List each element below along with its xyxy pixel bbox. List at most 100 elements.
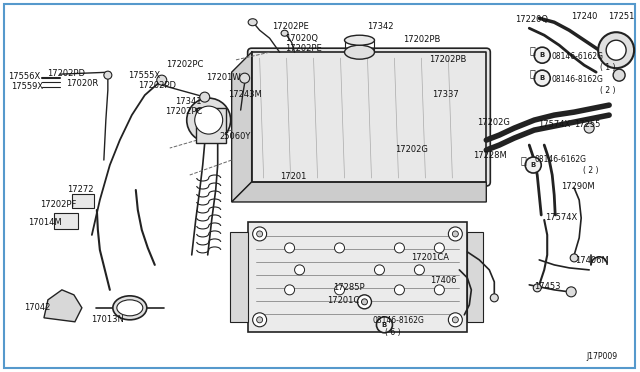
Text: ( 1 ): ( 1 ): [600, 63, 616, 72]
Circle shape: [452, 231, 458, 237]
Text: 17251: 17251: [608, 12, 634, 21]
Text: 17555X: 17555X: [128, 71, 160, 80]
Text: 17202PC: 17202PC: [166, 60, 203, 69]
Circle shape: [200, 92, 210, 102]
Text: B: B: [382, 322, 387, 328]
Text: 17202PE: 17202PE: [285, 44, 321, 53]
Text: 17243M: 17243M: [228, 90, 261, 99]
Text: 17201CA: 17201CA: [412, 253, 449, 262]
Circle shape: [374, 265, 385, 275]
Bar: [467, 232, 483, 322]
Text: 17202PF: 17202PF: [40, 200, 76, 209]
Circle shape: [525, 157, 541, 173]
Text: 17202PE: 17202PE: [271, 22, 308, 31]
Text: 17406M: 17406M: [575, 256, 609, 265]
Circle shape: [435, 285, 444, 295]
Bar: [196, 108, 226, 143]
Circle shape: [104, 71, 112, 79]
Text: 17202G: 17202G: [477, 118, 510, 127]
Text: 17228M: 17228M: [474, 151, 507, 160]
Text: 17020Q: 17020Q: [285, 34, 317, 43]
Text: 17341: 17341: [175, 97, 201, 106]
Circle shape: [566, 287, 576, 297]
Text: 08146-6162G: 08146-6162G: [551, 52, 604, 61]
FancyBboxPatch shape: [248, 48, 490, 186]
Ellipse shape: [117, 300, 143, 316]
Circle shape: [415, 265, 424, 275]
Text: 17559X: 17559X: [11, 82, 43, 91]
Circle shape: [195, 106, 223, 134]
Text: 17342: 17342: [367, 22, 394, 31]
Circle shape: [187, 98, 230, 142]
Ellipse shape: [248, 19, 257, 26]
Text: ( 2 ): ( 2 ): [583, 166, 598, 175]
Circle shape: [570, 254, 578, 262]
Circle shape: [376, 317, 392, 333]
Text: 17220Q: 17220Q: [515, 15, 548, 24]
Text: Ⓑ: Ⓑ: [520, 155, 526, 165]
Circle shape: [253, 313, 267, 327]
Text: ( 6 ): ( 6 ): [385, 328, 401, 337]
Circle shape: [490, 294, 499, 302]
Text: 17290M: 17290M: [561, 182, 595, 191]
Circle shape: [584, 123, 594, 133]
Circle shape: [613, 69, 625, 81]
Circle shape: [285, 243, 294, 253]
Bar: [248, 222, 467, 332]
Text: 17014M: 17014M: [28, 218, 61, 227]
Bar: [230, 232, 248, 322]
Circle shape: [534, 47, 550, 63]
Bar: [72, 194, 94, 208]
Text: 17574X: 17574X: [538, 120, 570, 129]
Circle shape: [606, 40, 626, 60]
Circle shape: [598, 32, 634, 68]
Circle shape: [157, 75, 167, 85]
Circle shape: [335, 243, 344, 253]
Text: 17020R: 17020R: [66, 79, 98, 88]
Text: 25060Y: 25060Y: [220, 132, 251, 141]
Circle shape: [294, 265, 305, 275]
Text: 17202PD: 17202PD: [138, 81, 176, 90]
Text: 17202PB: 17202PB: [403, 35, 441, 44]
Ellipse shape: [344, 35, 374, 45]
Text: 17202PC: 17202PC: [164, 107, 202, 116]
Circle shape: [394, 285, 404, 295]
Text: 17406: 17406: [430, 276, 457, 285]
Circle shape: [435, 243, 444, 253]
Circle shape: [452, 317, 458, 323]
Text: B: B: [531, 162, 536, 168]
Text: 08146-8162G: 08146-8162G: [551, 75, 603, 84]
Text: 17201C: 17201C: [328, 296, 360, 305]
Ellipse shape: [344, 45, 374, 59]
Text: 17337: 17337: [433, 90, 459, 99]
Polygon shape: [232, 182, 486, 202]
Circle shape: [394, 243, 404, 253]
Circle shape: [534, 70, 550, 86]
Text: 17013N: 17013N: [91, 315, 124, 324]
Text: Ⓑ: Ⓑ: [529, 68, 535, 78]
Polygon shape: [232, 52, 252, 202]
Circle shape: [253, 227, 267, 241]
Circle shape: [362, 299, 367, 305]
Circle shape: [449, 313, 462, 327]
Circle shape: [257, 231, 262, 237]
Text: 17255: 17255: [574, 120, 600, 129]
Circle shape: [533, 284, 541, 292]
Circle shape: [358, 295, 371, 309]
Text: B: B: [540, 75, 545, 81]
Text: J17P009: J17P009: [586, 352, 618, 361]
Circle shape: [257, 317, 262, 323]
Circle shape: [285, 285, 294, 295]
Bar: [54, 213, 78, 229]
Text: 08146-6162G: 08146-6162G: [534, 155, 586, 164]
Text: 17285P: 17285P: [333, 283, 365, 292]
Text: 17202PB: 17202PB: [429, 55, 467, 64]
Text: ( 2 ): ( 2 ): [600, 86, 616, 95]
Text: 17240: 17240: [571, 12, 598, 21]
Text: 08146-8162G: 08146-8162G: [372, 316, 424, 325]
Polygon shape: [44, 290, 82, 322]
Text: B: B: [540, 52, 545, 58]
Text: 17042: 17042: [24, 303, 51, 312]
Text: 17202PD: 17202PD: [47, 69, 85, 78]
Text: 17556X: 17556X: [8, 72, 40, 81]
